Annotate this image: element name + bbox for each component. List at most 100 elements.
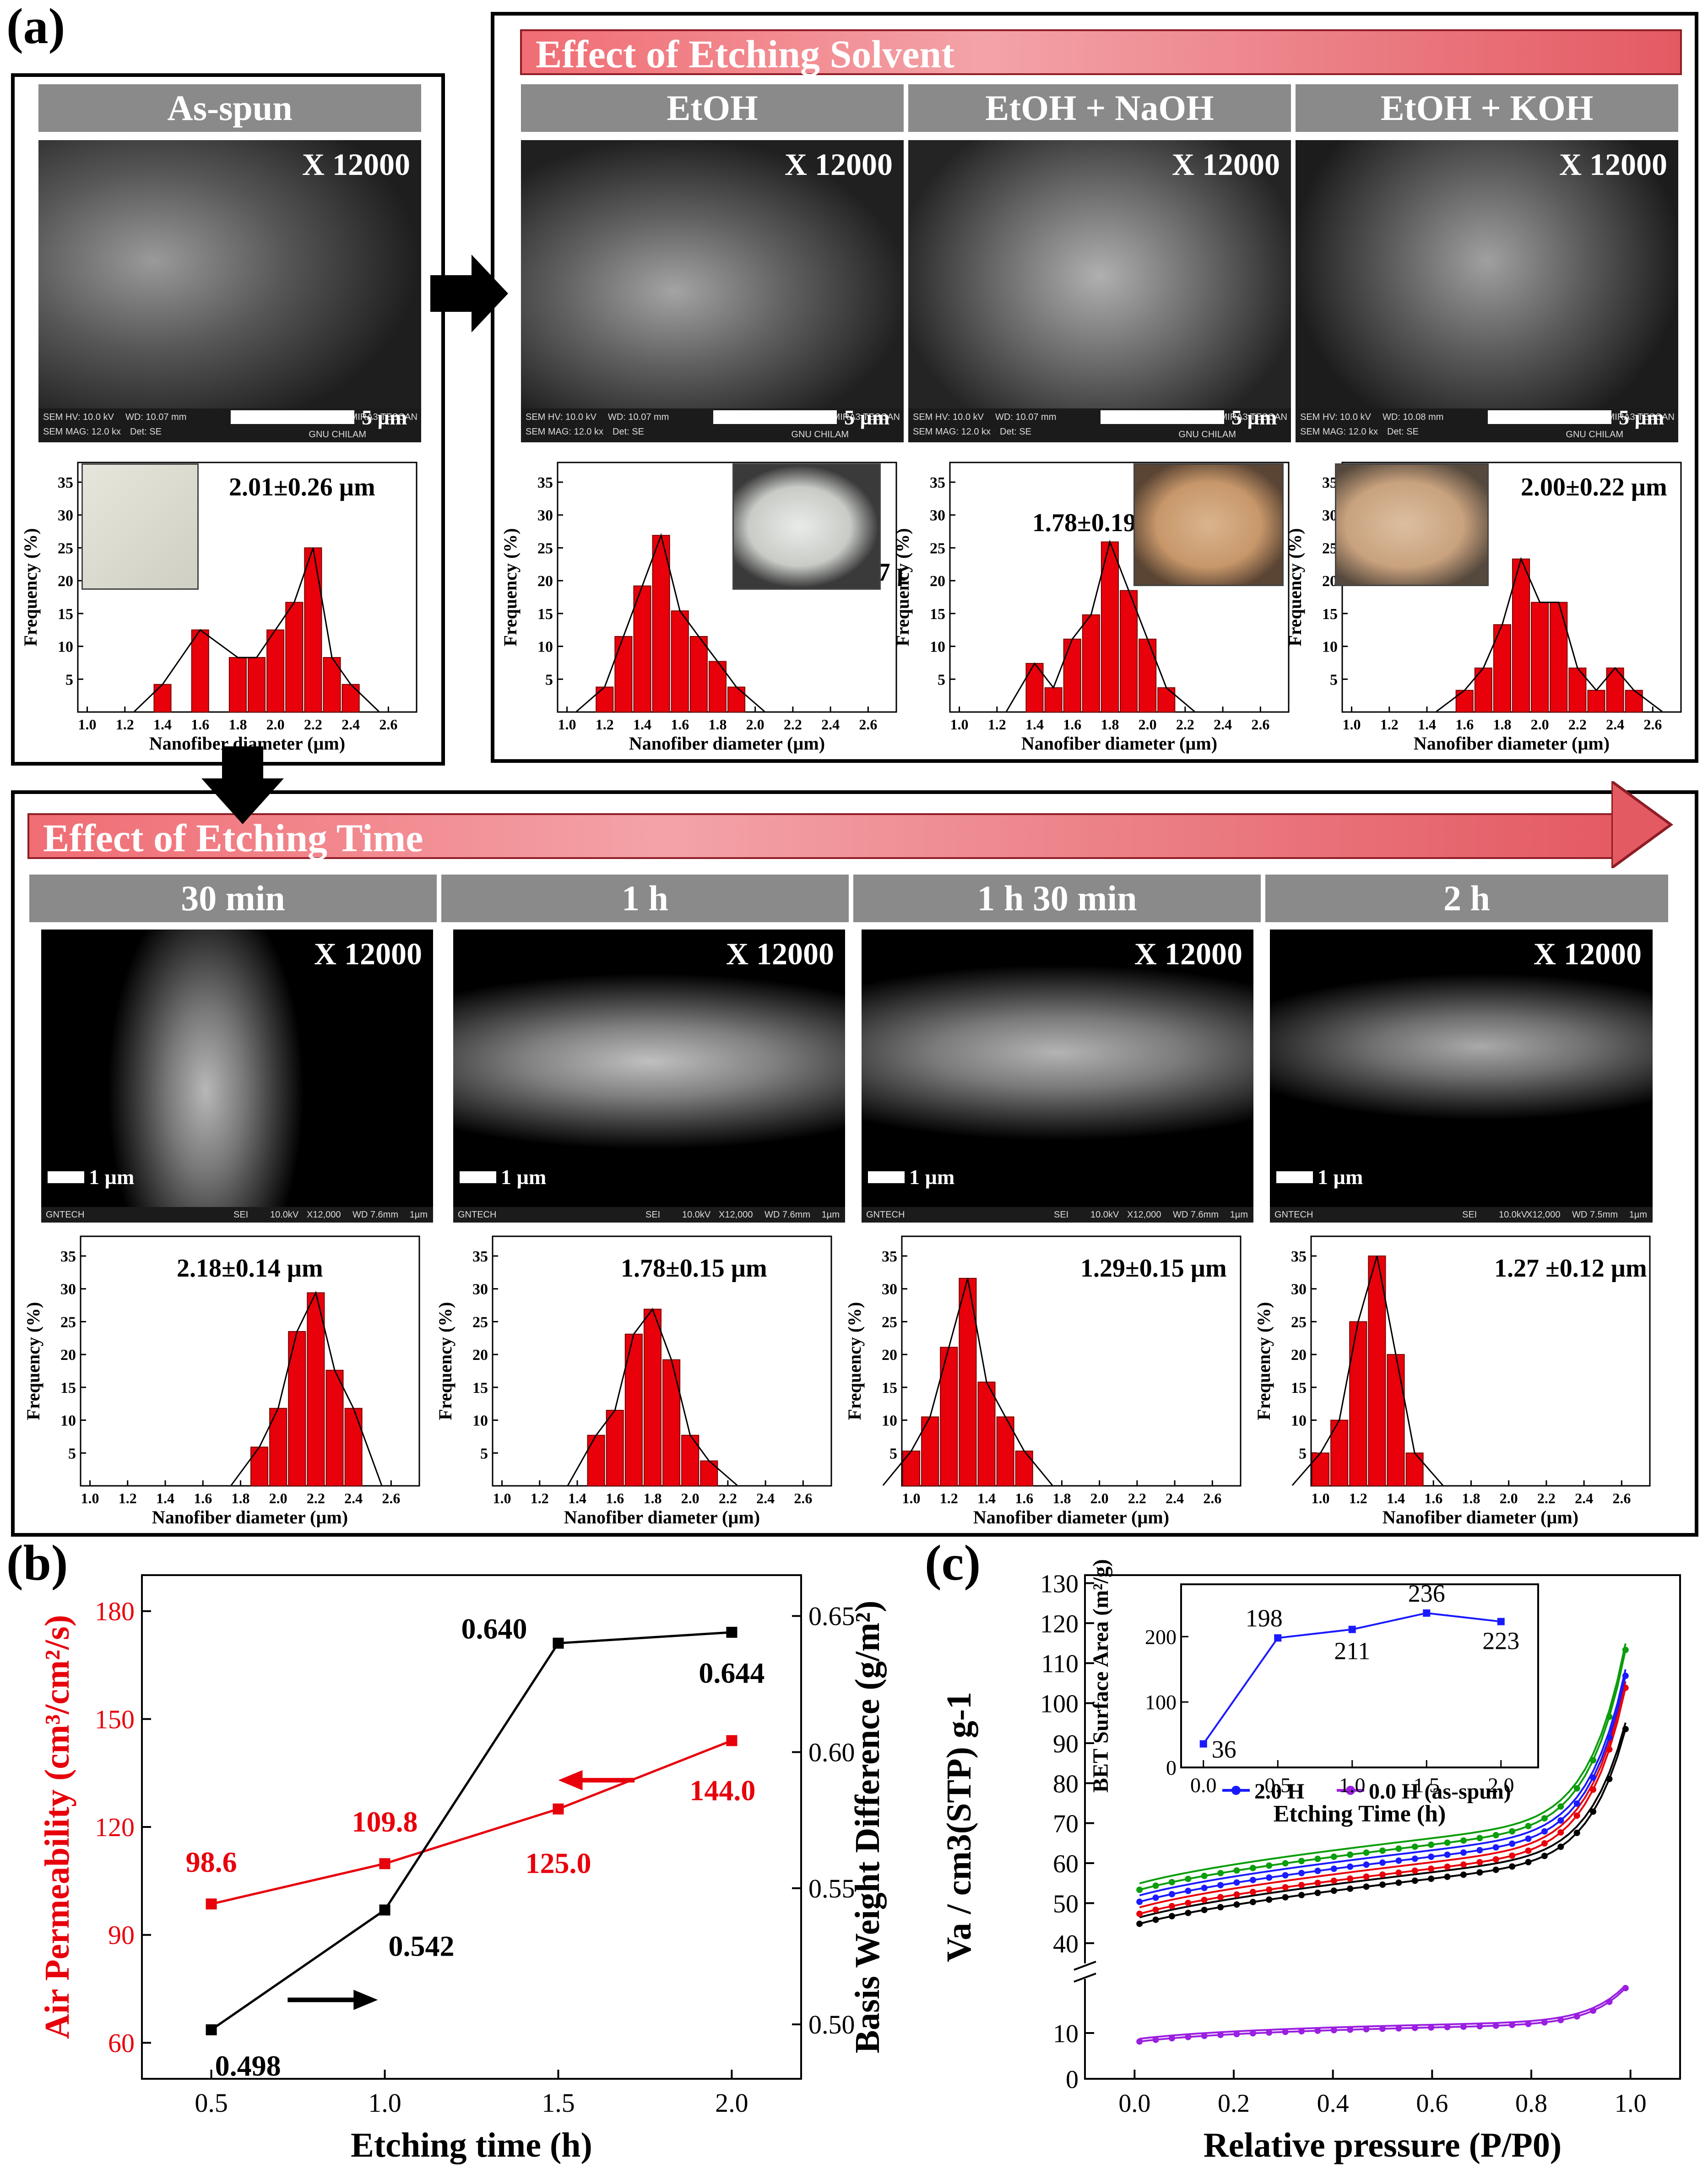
histogram-bar bbox=[344, 1408, 363, 1486]
x-tick-label: 2.0 bbox=[715, 2088, 748, 2118]
time-banner-arrowhead bbox=[1611, 781, 1674, 868]
inset-x-tick-label: 0.5 bbox=[1265, 1773, 1291, 1797]
distribution-fit-line bbox=[230, 1290, 383, 1486]
data-point bbox=[1330, 2027, 1337, 2033]
data-point bbox=[1411, 1843, 1418, 1850]
x-tick-label: 1.0 bbox=[78, 716, 97, 733]
y-tick-label: 25 bbox=[882, 1314, 897, 1331]
sample-photo-as-spun bbox=[81, 463, 199, 590]
x-tick-label: 2.4 bbox=[1606, 716, 1624, 733]
histogram-bar bbox=[727, 686, 746, 712]
histogram-bar bbox=[1531, 602, 1549, 712]
inset-y-tick-label: 200 bbox=[1145, 1625, 1177, 1648]
histogram-bar bbox=[587, 1435, 605, 1487]
inset-x-tick-label: 1.0 bbox=[1339, 1773, 1366, 1797]
right-arrowhead-icon bbox=[353, 1990, 378, 2010]
data-point bbox=[1136, 2038, 1143, 2045]
x-tick-label: 2.4 bbox=[342, 716, 360, 733]
y-tick-label: 35 bbox=[60, 1248, 76, 1265]
inset-y-axis-label: BET Surface Area (m²/g) bbox=[1089, 1559, 1113, 1793]
data-point bbox=[1201, 1872, 1208, 1879]
hist-frame bbox=[1310, 1235, 1651, 1487]
y-axis-label: Frequency (%) bbox=[435, 1302, 455, 1420]
histogram-bar bbox=[671, 610, 689, 713]
mean-diameter-label: 1.27 ±0.12 µm bbox=[1494, 1254, 1647, 1283]
data-point bbox=[1314, 2027, 1321, 2034]
x-tick-label: 1.2 bbox=[531, 1490, 549, 1506]
data-point bbox=[1428, 1876, 1435, 1882]
y-tick-label: 35 bbox=[472, 1248, 488, 1265]
y-tick-label: 15 bbox=[60, 1380, 76, 1397]
bet-isotherm-chart: 40 50 60 70 80 90 100 110 120 130 0 10 0.0 0.2 0.4 0.6 0… bbox=[940, 1559, 1681, 2164]
histogram-bar bbox=[1387, 1354, 1405, 1486]
x-tick-label: 1.6 bbox=[1455, 716, 1474, 733]
scale-label: 1 µm bbox=[501, 1165, 547, 1189]
x-tick-label: 2.2 bbox=[1537, 1490, 1556, 1506]
data-point bbox=[1492, 1856, 1499, 1863]
histogram-etoh-naoh: 5 10 15 20 25 30 35 1.0 1.2 1.4 1.6 1.8 2.0 2.2 2.4 2.6… bbox=[892, 462, 1290, 754]
plot-frame bbox=[1084, 1574, 1681, 2080]
data-point bbox=[1347, 1863, 1354, 1870]
data-point bbox=[1233, 1867, 1240, 1874]
data-point bbox=[1395, 1857, 1402, 1864]
data-point bbox=[1266, 1862, 1273, 1869]
x-tick-label: 1.6 bbox=[606, 1490, 624, 1506]
x-tick-label: 0.8 bbox=[1515, 2089, 1547, 2118]
data-point bbox=[1460, 1871, 1467, 1878]
x-tick-label: 2.4 bbox=[756, 1490, 775, 1506]
x-tick-label: 2.4 bbox=[1214, 716, 1232, 733]
data-point bbox=[1185, 1909, 1192, 1916]
x-tick-label: 2.2 bbox=[784, 716, 802, 733]
histogram-bar bbox=[1455, 690, 1474, 713]
data-point bbox=[1379, 1859, 1386, 1866]
inset-data-label: 36 bbox=[1212, 1736, 1236, 1763]
data-label: 0.644 bbox=[699, 1657, 765, 1689]
data-point bbox=[1444, 1863, 1451, 1870]
x-tick-label: 1.8 bbox=[1052, 1490, 1071, 1506]
data-point bbox=[1460, 2023, 1467, 2030]
data-point bbox=[1282, 1872, 1289, 1879]
inset-data-label: 236 bbox=[1408, 1580, 1445, 1607]
data-point bbox=[1525, 1823, 1532, 1830]
x-tick-label: 2.4 bbox=[821, 716, 840, 733]
y-tick-label: 15 bbox=[472, 1380, 488, 1397]
air-permeability-chart: 60 90 120 150 180 0.50 0.55 0.60 0.65 0.5 1.0 1.5 2.… bbox=[38, 1574, 887, 2164]
isotherm-desorption-line bbox=[1139, 1722, 1627, 1919]
histogram-bar bbox=[1015, 1450, 1033, 1487]
data-point bbox=[1201, 1885, 1208, 1892]
legend-label: 2.0 H bbox=[1254, 1779, 1304, 1804]
y-tick-label: 30 bbox=[60, 1281, 76, 1298]
histogram-etoh: 5 10 15 20 25 30 35 1.0 1.2 1.4 1.6 1.8 2.0 2.2 2.4 2.6… bbox=[500, 462, 906, 754]
y-right-tick-label: 0.55 bbox=[808, 1874, 855, 1903]
x-tick-label: 2.2 bbox=[304, 716, 322, 733]
histogram-30min: 5 10 15 20 25 30 35 1.0 1.2 1.4 1.6 1.8 2.0 2.2 2.4 2.6… bbox=[23, 1235, 420, 1528]
histogram-bar bbox=[1550, 602, 1568, 712]
data-point bbox=[1509, 1840, 1516, 1847]
scale-bar bbox=[231, 410, 354, 424]
histogram-bar bbox=[662, 1359, 681, 1486]
histogram-bar bbox=[307, 1292, 325, 1486]
histogram-bar bbox=[250, 1446, 269, 1487]
data-point bbox=[1395, 1845, 1402, 1852]
x-tick-label: 1.8 bbox=[231, 1490, 249, 1506]
x-tick-label: 2.6 bbox=[379, 716, 397, 733]
legend-marker bbox=[1231, 1786, 1241, 1795]
header-30min: 30 min bbox=[29, 875, 437, 922]
histogram-bar bbox=[1368, 1256, 1386, 1487]
magnification-label: X 12000 bbox=[726, 936, 834, 971]
data-point bbox=[1347, 1851, 1354, 1858]
y-tick-label: 35 bbox=[58, 474, 73, 491]
data-point bbox=[1622, 1726, 1629, 1733]
x-tick-label: 1.6 bbox=[1015, 1490, 1033, 1506]
sample-photo-etoh bbox=[732, 463, 881, 590]
header-1h30: 1 h 30 min bbox=[853, 875, 1261, 922]
x-tick-label: 2.4 bbox=[1166, 1490, 1184, 1506]
data-point bbox=[1411, 1855, 1418, 1862]
x-tick-label: 1.4 bbox=[1025, 716, 1044, 733]
inset-x-tick-label: 0.0 bbox=[1190, 1773, 1217, 1797]
sample-photo-etoh-naoh bbox=[1133, 463, 1284, 586]
magnification-label: X 12000 bbox=[1559, 147, 1667, 182]
inset-data-label: 223 bbox=[1482, 1627, 1519, 1654]
data-point bbox=[1379, 1847, 1386, 1854]
data-point bbox=[1298, 1858, 1305, 1865]
